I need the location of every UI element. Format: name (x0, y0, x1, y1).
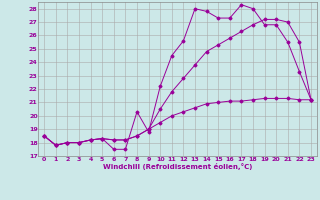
X-axis label: Windchill (Refroidissement éolien,°C): Windchill (Refroidissement éolien,°C) (103, 163, 252, 170)
